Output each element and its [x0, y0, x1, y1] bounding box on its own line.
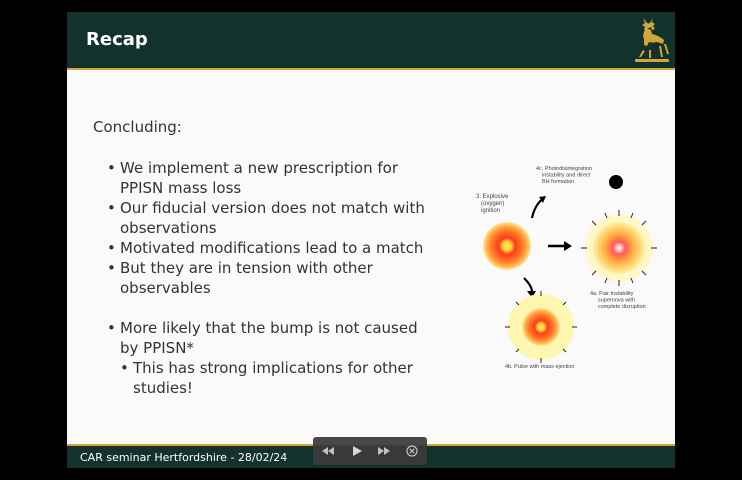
bullet-text: Our fiducial version does not match with… — [120, 199, 425, 237]
header-accent-line — [67, 68, 675, 70]
bullet-list: • We implement a new prescription for PPI… — [107, 158, 437, 398]
label-4b: 4b. Pulse with mass ejection — [505, 364, 574, 370]
rewind-icon[interactable] — [321, 444, 335, 458]
supernova — [581, 210, 657, 286]
bullet-item: • But they are in tension with other obse… — [107, 259, 373, 297]
stag-logo-icon — [635, 17, 669, 62]
label-4c: 4c. Photodisintegration instability and … — [536, 166, 594, 185]
bullet-item: • Motivated modifications lead to a match — [107, 239, 424, 257]
ignition-star — [483, 222, 531, 270]
bullet-item: • Our fiducial version does not match wit… — [107, 199, 425, 237]
slide-title: Recap — [86, 29, 148, 50]
ppisn-diagram: 3. Explosive (oxygen) ignition 4c. Photo… — [476, 166, 657, 370]
pulsing-star — [505, 291, 577, 363]
bullet-text: But they are in tension with other obser… — [120, 259, 373, 297]
playback-controls — [313, 437, 427, 465]
bullet-item: • We implement a new prescription for PPI… — [107, 159, 399, 197]
play-icon[interactable] — [350, 444, 364, 458]
close-icon[interactable] — [405, 444, 419, 458]
label-3: 3. Explosive (oxygen) ignition — [476, 194, 510, 214]
sub-bullet-item: • This has strong implications for other … — [120, 359, 413, 397]
intro-text: Concluding: — [93, 118, 182, 136]
slide: Recap Concluding: • We implement a new pr… — [67, 12, 675, 468]
bullet-text: We implement a new prescription for PPIS… — [120, 159, 399, 197]
footer-text: CAR seminar Hertfordshire - 28/02/24 — [80, 451, 288, 464]
arrow-to-4b — [523, 277, 534, 293]
black-hole — [609, 175, 623, 189]
bullet-text: More likely that the bump is not caused … — [120, 319, 418, 357]
sub-bullet-text: This has strong implications for other s… — [133, 359, 413, 397]
slide-header: Recap — [67, 12, 675, 68]
label-4a: 4a. Pair Instability supernova with comp… — [590, 291, 646, 310]
slide-content: Concluding: • We implement a new prescrip… — [67, 70, 675, 444]
fast-forward-icon[interactable] — [377, 444, 391, 458]
bullet-item: • More likely that the bump is not caused… — [107, 319, 418, 357]
bullet-text: Motivated modifications lead to a match — [120, 239, 424, 257]
